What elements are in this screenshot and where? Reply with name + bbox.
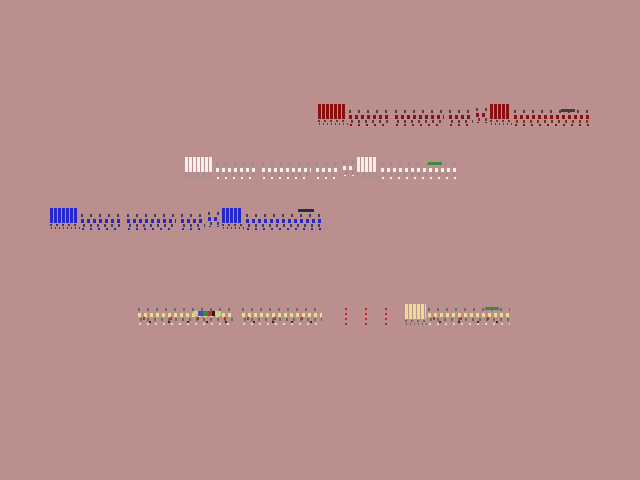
stripes-segment <box>50 208 77 223</box>
fringe-segment <box>318 120 348 126</box>
noise-segment <box>216 163 257 180</box>
noise-segment <box>316 163 340 180</box>
noise-segment <box>208 212 220 227</box>
noise-segment <box>343 161 355 176</box>
noise-segment <box>349 110 390 127</box>
dash-segment <box>561 109 575 112</box>
stripes-segment <box>405 304 426 319</box>
stripes-segment <box>222 208 241 223</box>
fringe-segment <box>185 173 215 179</box>
fringe-segment <box>405 320 429 326</box>
rainbow-segment <box>193 311 221 316</box>
noise-segment <box>449 110 473 127</box>
noise-segment <box>127 214 176 231</box>
noise-segment <box>476 108 488 123</box>
fringe-segment <box>222 224 244 230</box>
dotcols-segment <box>345 305 389 325</box>
dash-segment <box>298 209 314 212</box>
noise-segment <box>395 110 444 127</box>
fringe-segment <box>490 120 512 126</box>
noise-segment <box>81 214 122 231</box>
fringe-segment <box>50 224 80 230</box>
noise-segment <box>514 110 590 127</box>
fringe-segment <box>357 173 379 179</box>
stripes-segment <box>357 157 376 172</box>
noise-segment <box>246 214 322 231</box>
dash-segment <box>428 162 442 165</box>
noise-segment <box>181 214 205 231</box>
noise-segment <box>428 308 510 327</box>
noise-segment <box>242 308 322 327</box>
dash-segment <box>485 307 499 310</box>
noise-segment <box>381 163 457 180</box>
noise-segment <box>262 163 311 180</box>
stripes-segment <box>185 157 212 172</box>
stripes-segment <box>490 104 509 119</box>
stripes-segment <box>318 104 345 119</box>
